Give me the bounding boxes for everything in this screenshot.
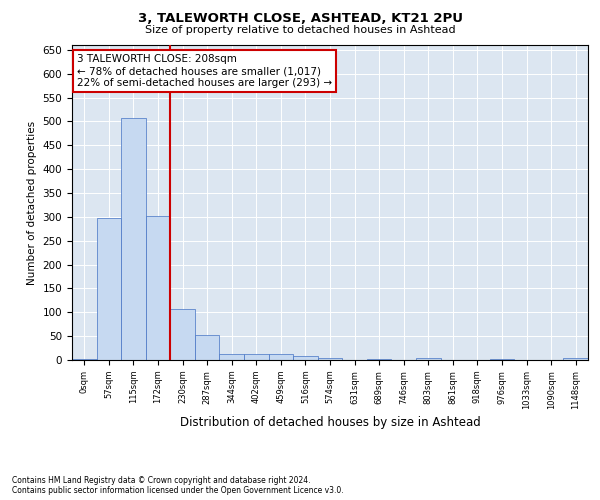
Text: 3, TALEWORTH CLOSE, ASHTEAD, KT21 2PU: 3, TALEWORTH CLOSE, ASHTEAD, KT21 2PU [137, 12, 463, 26]
Bar [318, 358, 342, 360]
Bar [97, 218, 121, 360]
X-axis label: Distribution of detached houses by size in Ashtead: Distribution of detached houses by size … [179, 416, 481, 429]
Bar [220, 354, 244, 360]
Text: 3 TALEWORTH CLOSE: 208sqm
← 78% of detached houses are smaller (1,017)
22% of se: 3 TALEWORTH CLOSE: 208sqm ← 78% of detac… [77, 54, 332, 88]
Bar [121, 118, 146, 360]
Bar [244, 354, 269, 360]
Y-axis label: Number of detached properties: Number of detached properties [27, 120, 37, 284]
Bar [293, 356, 318, 360]
Bar [146, 216, 170, 360]
Text: Size of property relative to detached houses in Ashtead: Size of property relative to detached ho… [145, 25, 455, 35]
Bar [416, 358, 440, 360]
Bar [170, 310, 195, 360]
Bar [195, 334, 220, 360]
Text: Contains HM Land Registry data © Crown copyright and database right 2024.
Contai: Contains HM Land Registry data © Crown c… [12, 476, 344, 495]
Bar [563, 358, 588, 360]
Bar [72, 358, 97, 360]
Bar [269, 354, 293, 360]
Bar [490, 358, 514, 360]
Bar [367, 359, 391, 360]
